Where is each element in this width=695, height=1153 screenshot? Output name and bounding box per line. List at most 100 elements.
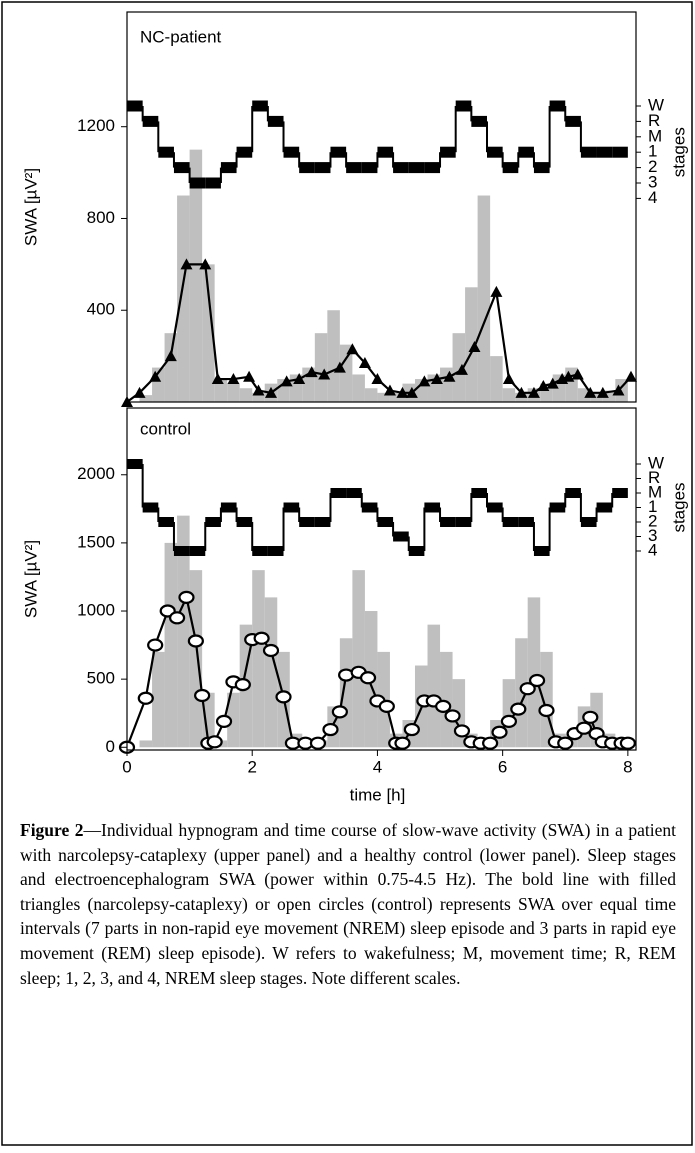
hypnogram-segment [236, 146, 253, 158]
swa-marker [358, 357, 371, 368]
hypnogram-segment [252, 546, 268, 556]
swa-bar [440, 367, 453, 402]
hypnogram-segment [393, 531, 409, 542]
stage-label: 2 [648, 157, 657, 176]
hypnogram-segment [189, 546, 206, 556]
swa-marker [571, 368, 584, 380]
hypnogram-segment [455, 517, 472, 527]
y-tick-label: 500 [87, 669, 115, 688]
hypnogram-segment [361, 162, 378, 174]
swa-bar [202, 264, 215, 402]
hypnogram-segment [220, 502, 237, 513]
stage-label: 4 [648, 188, 657, 207]
swa-marker [455, 363, 468, 375]
swa-marker [346, 343, 359, 355]
swa-bar [490, 356, 503, 402]
hypnogram-segment [549, 100, 566, 112]
plot-frame [126, 11, 637, 403]
hypnogram-segment [471, 115, 487, 127]
swa-bar [252, 392, 265, 402]
stage-label: 2 [648, 511, 657, 530]
swa-marker [371, 373, 384, 385]
y-tick-label: 1500 [77, 532, 115, 551]
x-tick-label: 6 [498, 757, 507, 776]
stage-label: 4 [648, 540, 657, 559]
swa-marker [490, 285, 503, 297]
hypnogram-segment [424, 502, 441, 513]
stage-label: R [648, 111, 660, 130]
swa-marker [264, 386, 277, 398]
swa-marker [546, 377, 559, 389]
hypnogram-segment [267, 115, 284, 127]
swa-marker [253, 631, 270, 645]
swa-marker [215, 714, 233, 728]
swa-bar [339, 344, 353, 402]
swa-marker [557, 736, 574, 750]
swa-marker [396, 386, 409, 398]
swa-marker [418, 375, 431, 387]
swa-marker [199, 258, 212, 270]
hypnogram-segment [596, 502, 613, 513]
stage-label: M [648, 126, 662, 145]
swa-marker [502, 373, 515, 385]
hypnogram-segment [189, 177, 206, 189]
y-tick-label: 2000 [77, 464, 115, 483]
swa-bar [364, 388, 378, 402]
swa-bar [339, 638, 353, 748]
swa-bar [427, 624, 441, 748]
hypnogram-segment [455, 100, 472, 112]
hypnogram-segment [173, 162, 190, 174]
caption-text: —Individual hypnogram and time course of… [20, 820, 676, 988]
swa-marker [331, 705, 348, 719]
swa-marker [211, 373, 224, 385]
hypnogram-segment [518, 146, 534, 158]
hypnogram-segment [408, 546, 425, 556]
swa-bar [139, 395, 153, 402]
y-tick-label: 0 [106, 737, 115, 756]
hypnogram-segment [440, 146, 456, 158]
caption-label: Figure 2 [20, 820, 84, 840]
hypnogram-segment [471, 488, 487, 498]
hypnogram-segment [580, 146, 597, 158]
swa-marker [168, 611, 186, 625]
panel-label: NC-patient [140, 27, 222, 46]
swa-marker [519, 682, 536, 696]
swa-bar [502, 388, 516, 402]
swa-bar [177, 195, 190, 402]
hypnogram-segment [486, 146, 503, 158]
swa-marker [482, 736, 499, 750]
swa-bar [227, 383, 240, 402]
swa-marker [149, 370, 162, 382]
swa-bar [189, 149, 203, 402]
hypnogram-segment [158, 146, 174, 158]
hypnogram-segment [502, 162, 519, 174]
swa-marker [133, 386, 146, 398]
swa-marker [280, 375, 293, 387]
swa-marker [309, 736, 327, 750]
swa-marker [275, 690, 292, 704]
swa-bar [465, 287, 478, 402]
stage-label: 3 [648, 526, 657, 545]
swa-bar [590, 392, 603, 402]
swa-bar [239, 388, 253, 402]
stage-label: 3 [648, 172, 657, 191]
swa-bar [352, 570, 365, 748]
swa-marker [515, 386, 528, 398]
hypnogram-segment [565, 488, 581, 498]
swa-marker [243, 370, 256, 382]
swa-marker [584, 386, 597, 398]
swa-bar [214, 379, 228, 402]
hypnogram-segment [330, 146, 347, 158]
swa-marker [252, 384, 265, 396]
hypnogram-segment [127, 100, 143, 112]
swa-bar [252, 570, 265, 748]
swa-marker [443, 370, 456, 382]
swa-marker [527, 386, 540, 398]
y-axis-title: SWA [µV²] [21, 168, 40, 246]
caption: Figure 2—Individual hypnogram and time c… [20, 818, 676, 990]
swa-marker [305, 366, 318, 378]
swa-marker [234, 677, 251, 692]
swa-marker [453, 724, 471, 738]
swa-marker [206, 735, 223, 749]
